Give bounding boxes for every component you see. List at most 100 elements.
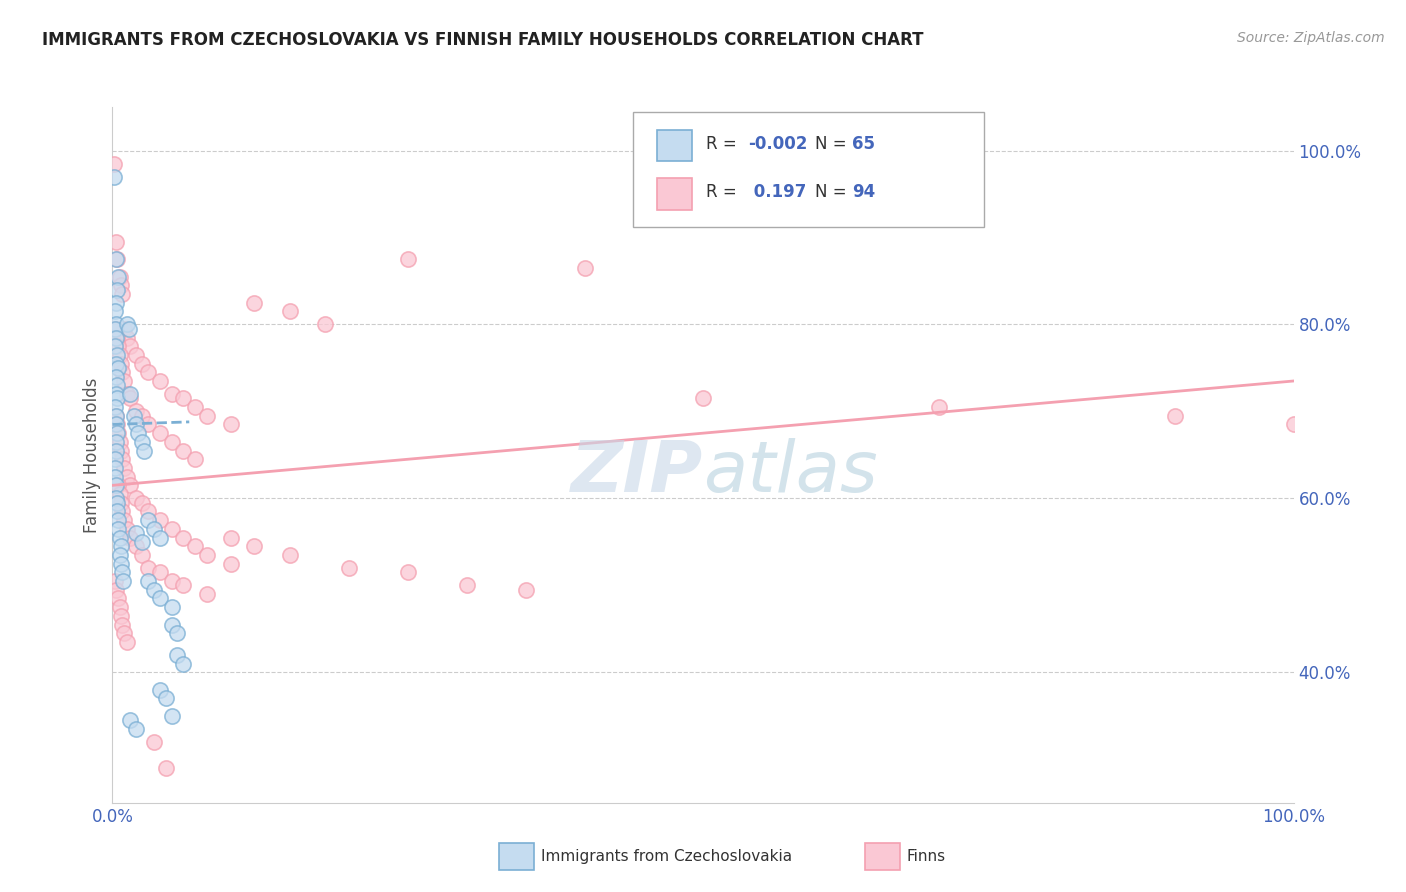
Point: [105, 491, 128, 506]
Point: [131, 409, 153, 423]
Point: [574, 260, 596, 275]
Point: [105, 409, 128, 423]
Point: [243, 295, 266, 310]
Point: [184, 539, 207, 553]
Point: [134, 443, 156, 458]
Text: N =: N =: [815, 135, 852, 153]
Point: [120, 478, 142, 492]
Point: [105, 417, 128, 432]
Point: [172, 657, 194, 671]
Point: [120, 387, 142, 401]
Point: [111, 365, 134, 379]
Point: [120, 339, 142, 353]
Point: [136, 574, 159, 588]
Point: [105, 409, 128, 423]
Point: [112, 574, 135, 588]
Point: [107, 591, 129, 606]
Point: [105, 295, 128, 310]
Point: [692, 392, 714, 406]
Point: [122, 409, 145, 423]
Point: [104, 322, 127, 336]
Point: [105, 318, 128, 332]
Point: [127, 426, 149, 441]
Point: [105, 252, 128, 267]
Point: [131, 548, 153, 562]
Point: [110, 539, 132, 553]
Text: IMMIGRANTS FROM CZECHOSLOVAKIA VS FINNISH FAMILY HOUSEHOLDS CORRELATION CHART: IMMIGRANTS FROM CZECHOSLOVAKIA VS FINNIS…: [42, 31, 924, 49]
Point: [105, 496, 128, 510]
Point: [160, 574, 183, 588]
Point: [160, 434, 183, 449]
Point: [125, 491, 148, 506]
Point: [219, 557, 242, 571]
Text: 65: 65: [852, 135, 875, 153]
Point: [112, 322, 135, 336]
Point: [104, 469, 127, 483]
Point: [110, 443, 132, 458]
Point: [105, 443, 128, 458]
Point: [105, 582, 128, 597]
Point: [1164, 409, 1187, 423]
Point: [118, 322, 141, 336]
Point: [172, 443, 194, 458]
Point: [115, 330, 138, 344]
Point: [136, 417, 159, 432]
Point: [110, 557, 132, 571]
Point: [104, 304, 127, 318]
Point: [278, 548, 301, 562]
Point: [195, 587, 218, 601]
Point: [108, 348, 131, 362]
Point: [103, 169, 125, 184]
Point: [160, 600, 183, 615]
Text: Finns: Finns: [907, 849, 946, 863]
Point: [928, 400, 950, 414]
Point: [149, 682, 172, 697]
Point: [184, 400, 207, 414]
Point: [107, 269, 129, 284]
Point: [125, 722, 148, 736]
Point: [104, 452, 127, 467]
Point: [105, 252, 128, 267]
Point: [110, 496, 132, 510]
Point: [112, 513, 135, 527]
Point: [108, 548, 131, 562]
Point: [131, 357, 153, 371]
Point: [160, 522, 183, 536]
Point: [125, 417, 148, 432]
Point: [108, 531, 131, 545]
Point: [111, 452, 134, 467]
Point: [115, 635, 138, 649]
Point: [131, 434, 153, 449]
Text: Immigrants from Czechoslovakia: Immigrants from Czechoslovakia: [541, 849, 793, 863]
Point: [160, 617, 183, 632]
Point: [125, 404, 148, 418]
Point: [456, 578, 478, 592]
Point: [136, 513, 159, 527]
Point: [104, 461, 127, 475]
Point: [105, 283, 128, 297]
Point: [172, 531, 194, 545]
Point: [195, 548, 218, 562]
Point: [107, 522, 129, 536]
Point: [125, 539, 148, 553]
Text: ZIP: ZIP: [571, 438, 703, 508]
Point: [115, 387, 138, 401]
Text: 0.197: 0.197: [748, 183, 807, 201]
Point: [337, 561, 360, 575]
Point: [120, 531, 142, 545]
Point: [105, 330, 128, 344]
Point: [105, 392, 128, 406]
Text: Source: ZipAtlas.com: Source: ZipAtlas.com: [1237, 31, 1385, 45]
Y-axis label: Family Households: Family Households: [83, 377, 101, 533]
Point: [149, 513, 172, 527]
Point: [131, 534, 153, 549]
Point: [108, 434, 131, 449]
Point: [105, 504, 128, 518]
Point: [120, 713, 142, 727]
Point: [278, 304, 301, 318]
Point: [112, 461, 135, 475]
Point: [112, 626, 135, 640]
Point: [105, 357, 128, 371]
Point: [219, 417, 242, 432]
Point: [110, 357, 132, 371]
